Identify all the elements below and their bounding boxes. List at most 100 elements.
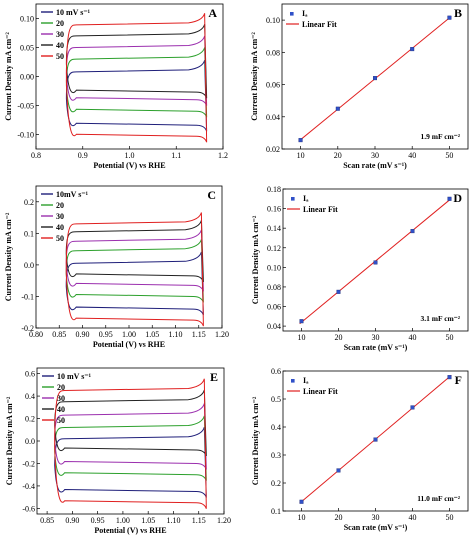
legend-label: 40 <box>57 405 65 414</box>
x-axis-label: Scan rate (mV s⁻¹) <box>344 523 408 532</box>
x-axis-label: Potential (V) vs RHE <box>93 161 165 170</box>
panel-label: E <box>210 370 218 384</box>
cv-curve <box>65 239 204 303</box>
x-tick-label: 50 <box>445 151 453 160</box>
plot-frame <box>35 3 224 150</box>
legend-label: 20 <box>57 383 65 392</box>
x-tick-label: 1.10 <box>169 330 183 339</box>
y-tick-label: -0.4 <box>22 482 35 491</box>
legend-label: 30 <box>56 30 64 39</box>
x-tick-label: 0.85 <box>52 330 66 339</box>
y-tick-label: -0.10 <box>17 131 34 140</box>
y-tick-label: 0.14 <box>267 224 281 233</box>
data-point <box>336 289 341 294</box>
x-tick-label: 0.8 <box>31 151 41 160</box>
x-tick-label: 30 <box>372 513 380 522</box>
x-tick-label: 40 <box>409 513 417 522</box>
x-tick-label: 30 <box>371 151 379 160</box>
x-tick-label: 1.00 <box>116 516 130 525</box>
y-tick-label: 0.6 <box>25 370 35 379</box>
legend-label: Linear Fit <box>303 205 338 214</box>
y-tick-label: -0.1 <box>21 292 34 301</box>
chart-panel-a: 0.8 0.9 1.0 1.1 1.2 -0.10 -0.05 0.00 0.05 0.10 Pot… <box>4 3 228 170</box>
x-tick-label: 0.95 <box>91 516 105 525</box>
legend-label: 30 <box>57 394 65 403</box>
y-tick-label: 0.3 <box>271 451 281 460</box>
x-axis-label: Potential (V) vs RHE <box>93 340 165 349</box>
y-tick-label: -0.6 <box>22 504 35 513</box>
cv-curve <box>65 212 204 327</box>
y-tick-label: 0.02 <box>266 145 280 154</box>
legend-label: Linear Fit <box>303 387 338 396</box>
cv-curve <box>54 378 207 509</box>
data-point <box>410 229 415 234</box>
x-tick-label: 30 <box>372 333 380 342</box>
y-tick-label: 0.12 <box>267 244 281 253</box>
x-tick-label: 50 <box>446 333 454 342</box>
x-tick-label: 1.05 <box>141 516 155 525</box>
panel-label: A <box>208 6 217 20</box>
y-tick-label: 0.0 <box>25 437 35 446</box>
y-tick-label: 0.4 <box>271 423 281 432</box>
y-tick-label: 0.10 <box>267 263 281 272</box>
y-tick-label: 0.1 <box>271 507 281 516</box>
legend-label: 30 <box>56 212 64 221</box>
y-tick-label: 0.06 <box>267 303 281 312</box>
data-point <box>298 138 303 143</box>
y-tick-label: 0.05 <box>20 44 34 53</box>
data-point <box>373 437 378 442</box>
x-tick-label: 10 <box>298 513 306 522</box>
y-tick-label: -0.2 <box>21 324 34 333</box>
capacitance-annotation: 3.1 mF cm⁻² <box>421 314 461 323</box>
legend-label: 50 <box>56 52 64 61</box>
x-tick-label: 1.15 <box>192 516 206 525</box>
legend-label: 50 <box>56 234 64 243</box>
chart-panel-c: 0.80 0.85 0.90 0.95 1.00 1.05 1.10 1.15 1.20 -0.2… <box>4 185 229 349</box>
capacitance-annotation: 1.9 mF cm⁻² <box>421 132 461 141</box>
data-point <box>447 15 452 20</box>
legend-label: 10 mV s⁻¹ <box>57 372 92 381</box>
y-tick-label: 0.1 <box>24 229 34 238</box>
y-tick-label: 0.10 <box>266 16 280 25</box>
x-tick-label: 0.90 <box>76 330 90 339</box>
y-axis-label: Current Density mA cm⁻² <box>250 32 259 121</box>
legend-label: 10 mV s⁻¹ <box>56 8 91 17</box>
legend-label: Iₐ <box>303 194 309 203</box>
y-tick-label: 0.2 <box>271 479 281 488</box>
legend-label: Iₐ <box>303 376 309 385</box>
legend-label: Linear Fit <box>302 20 337 29</box>
cv-curve <box>65 24 208 99</box>
x-tick-label: 50 <box>446 513 454 522</box>
y-tick-label: 0.08 <box>266 48 280 57</box>
data-point <box>410 405 415 410</box>
x-tick-label: 1.1 <box>171 151 181 160</box>
legend-label: 50 <box>57 416 65 425</box>
x-tick-label: 1.2 <box>218 151 228 160</box>
x-tick-label: 20 <box>335 333 343 342</box>
y-tick-label: -0.05 <box>17 102 34 111</box>
plot-frame <box>36 367 225 515</box>
data-point <box>335 106 340 111</box>
legend-label: 20 <box>56 201 64 210</box>
cv-curve <box>65 13 208 143</box>
x-tick-label: 0.85 <box>40 516 54 525</box>
legend-marker <box>290 12 294 16</box>
y-tick-label: 0.10 <box>20 15 34 24</box>
x-tick-label: 20 <box>335 513 343 522</box>
x-tick-label: 0.90 <box>65 516 79 525</box>
chart-panel-b: 10 20 30 40 50 0.02 0.04 0.06 0.08 0.10 Scan rate … <box>250 3 469 170</box>
y-tick-label: -0.2 <box>22 459 35 468</box>
y-axis-label: Current Density mA cm⁻² <box>251 396 260 485</box>
cv-curve <box>65 220 204 283</box>
x-tick-label: 1.20 <box>217 516 231 525</box>
y-axis-label: Current Density mA cm⁻² <box>4 212 13 301</box>
data-point <box>299 499 304 504</box>
x-axis-label: Scan rate (mV s⁻¹) <box>343 161 407 170</box>
y-tick-label: 0.04 <box>266 113 280 122</box>
x-tick-label: 1.20 <box>215 330 229 339</box>
x-tick-label: 40 <box>408 151 416 160</box>
x-axis-label: Scan rate (mV s⁻¹) <box>344 343 408 352</box>
panel-label: C <box>207 188 216 202</box>
y-tick-label: 0.6 <box>271 367 281 376</box>
